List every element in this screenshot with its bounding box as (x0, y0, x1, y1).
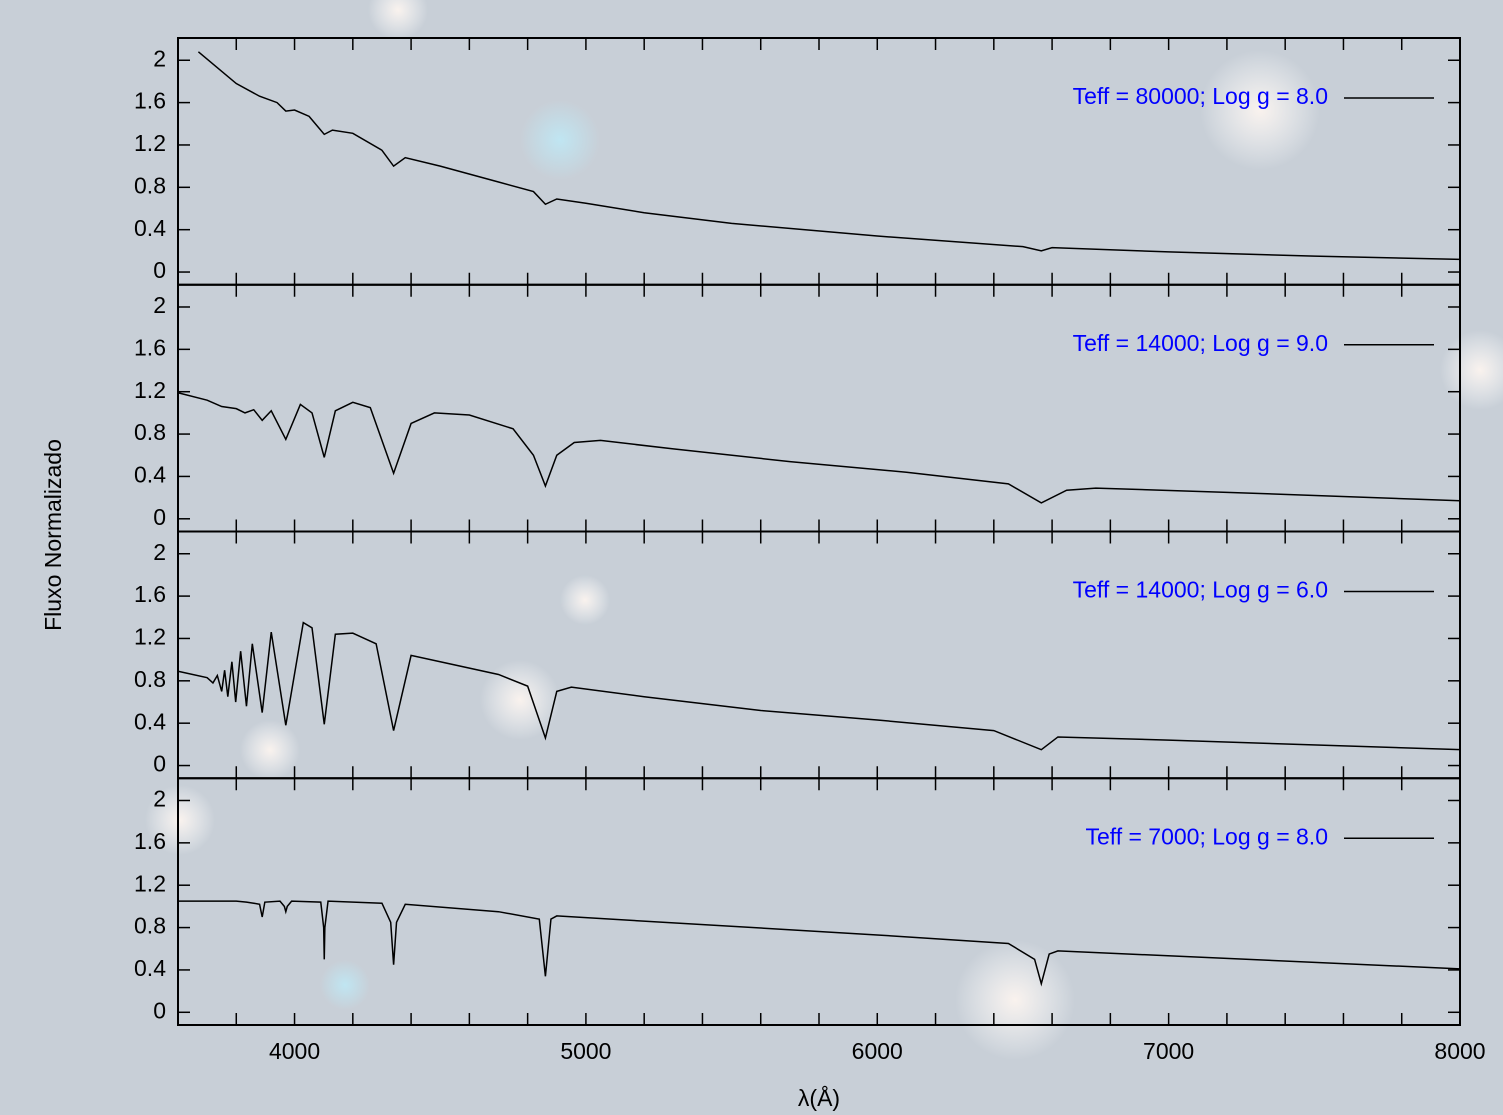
y-tick-label: 0.8 (134, 666, 166, 692)
y-tick-label: 0 (153, 257, 166, 283)
y-tick-label: 0 (153, 751, 166, 777)
spectrum-line (177, 621, 1461, 751)
y-tick-label: 1.6 (134, 88, 166, 114)
x-tick-label: 8000 (1434, 1038, 1485, 1064)
y-tick-label: 1.2 (134, 377, 166, 403)
y-tick-label: 0.4 (134, 462, 166, 488)
y-tick-label: 2 (153, 292, 166, 318)
star (955, 940, 1075, 1060)
y-tick-label: 0.4 (134, 708, 166, 734)
x-tick-label: 6000 (852, 1038, 903, 1064)
star (145, 785, 215, 855)
spectrum-line (197, 51, 1461, 261)
y-tick-label: 0.8 (134, 419, 166, 445)
y-tick-label: 2 (153, 45, 166, 71)
x-tick-label: 7000 (1143, 1038, 1194, 1064)
x-tick-label: 5000 (560, 1038, 611, 1064)
y-tick-label: 1.2 (134, 624, 166, 650)
x-axis-label: λ(Å) (798, 1084, 840, 1111)
y-tick-label: 0.8 (134, 913, 166, 939)
y-tick-label: 2 (153, 786, 166, 812)
spectrum-line (178, 900, 1461, 987)
y-tick-label: 2 (153, 539, 166, 565)
y-axis-label: Fluxo Normalizado (40, 439, 66, 631)
star (320, 960, 370, 1010)
star (240, 720, 300, 780)
legend-label: Teff = 7000; Log g = 8.0 (1085, 823, 1328, 849)
legend-label: Teff = 80000; Log g = 8.0 (1073, 83, 1328, 109)
star (560, 575, 610, 625)
star (520, 100, 600, 180)
y-tick-label: 0.4 (134, 955, 166, 981)
y-tick-label: 1.6 (134, 581, 166, 607)
x-tick-label: 4000 (269, 1038, 320, 1064)
star (368, 0, 428, 40)
y-tick-label: 0 (153, 504, 166, 530)
y-tick-label: 1.6 (134, 334, 166, 360)
y-tick-label: 0 (153, 997, 166, 1023)
spectrum-line (177, 392, 1461, 504)
legend-label: Teff = 14000; Log g = 9.0 (1073, 330, 1328, 356)
star (1200, 50, 1320, 170)
y-tick-label: 0.4 (134, 215, 166, 241)
y-tick-label: 1.6 (134, 828, 166, 854)
legend-label: Teff = 14000; Log g = 6.0 (1073, 577, 1328, 603)
y-tick-label: 0.8 (134, 172, 166, 198)
y-tick-label: 1.2 (134, 130, 166, 156)
y-tick-label: 1.2 (134, 870, 166, 896)
